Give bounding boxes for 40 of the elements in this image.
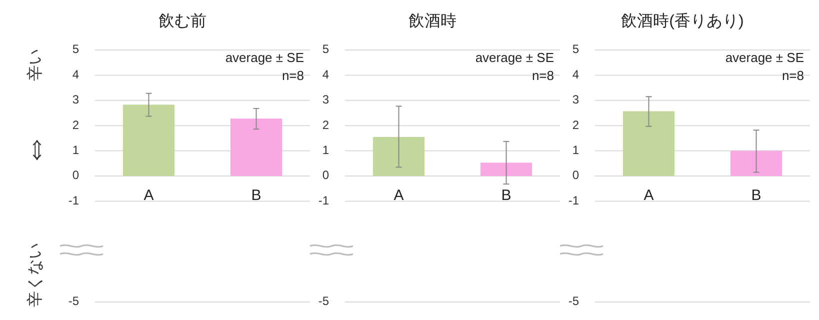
chart-title: 飲む前 bbox=[158, 12, 206, 30]
y-tick-label: 5 bbox=[322, 42, 330, 56]
chart-title: 飲酒時(香りあり) bbox=[621, 12, 744, 30]
y-tick-label: 4 bbox=[322, 67, 330, 82]
y-tick-label: 1 bbox=[572, 142, 580, 157]
y-tick-label: 5 bbox=[572, 42, 580, 56]
chart-title: 飲酒時 bbox=[408, 12, 456, 30]
y-tick-label: 3 bbox=[322, 92, 330, 107]
y-tick-label: -5 bbox=[318, 294, 330, 308]
y-tick-label: 3 bbox=[572, 92, 580, 107]
annotation: average ± SE bbox=[475, 50, 554, 65]
y-tick-label: 1 bbox=[72, 142, 80, 157]
y-tick-label: 0 bbox=[572, 168, 580, 182]
y-tick-label: 1 bbox=[322, 142, 330, 157]
y-tick-label: -1 bbox=[568, 193, 580, 208]
x-tick-label: B bbox=[501, 187, 512, 204]
x-tick-label: B bbox=[251, 187, 262, 204]
y-tick-label: 2 bbox=[572, 118, 580, 132]
y-tick-label: -5 bbox=[68, 294, 80, 308]
y-tick-label: 0 bbox=[322, 168, 330, 182]
y-tick-label: 4 bbox=[572, 67, 580, 82]
annotation: average ± SE bbox=[725, 50, 804, 65]
y-tick-label: 3 bbox=[72, 92, 80, 107]
annotation: n=8 bbox=[282, 68, 304, 83]
y-tick-label: 5 bbox=[72, 42, 80, 56]
y-tick-label: 2 bbox=[322, 118, 330, 132]
x-tick-label: A bbox=[144, 187, 154, 204]
x-tick-label: A bbox=[394, 187, 404, 204]
y-tick-label: -1 bbox=[68, 193, 80, 208]
annotation: average ± SE bbox=[225, 50, 304, 65]
x-tick-label: A bbox=[644, 187, 654, 204]
y-tick-label: -5 bbox=[568, 294, 580, 308]
annotation: n=8 bbox=[782, 68, 804, 83]
y-tick-label: 2 bbox=[72, 118, 80, 132]
y-tick-label: 4 bbox=[72, 67, 80, 82]
text: 辛くない ⇔ 辛い bbox=[14, 49, 53, 307]
x-tick-label: B bbox=[751, 187, 762, 204]
y-tick-label: 0 bbox=[72, 168, 80, 182]
y-tick-label: -1 bbox=[318, 193, 330, 208]
annotation: n=8 bbox=[532, 68, 554, 83]
